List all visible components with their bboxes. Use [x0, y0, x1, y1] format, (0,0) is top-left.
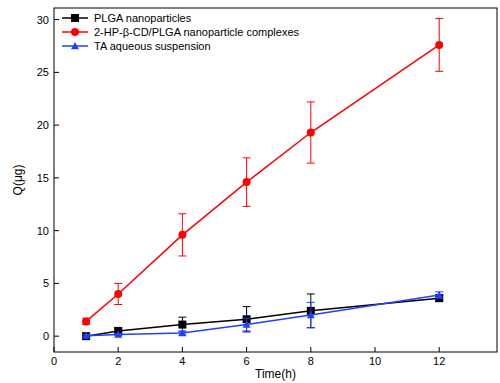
error-bar	[435, 292, 443, 298]
y-tick	[54, 230, 59, 231]
chart: 0 2 4 6 8 10 12 0 5 10 15 20 25 30 Time(h) Q(μg) PLGA na…	[0, 0, 500, 383]
legend: PLGA nanoparticles 2-HP-β-CD/PLGA nanopar…	[62, 12, 300, 52]
y-tick-label: 15	[37, 172, 49, 184]
y-tick	[54, 19, 59, 20]
legend-marker	[71, 28, 79, 36]
x-tick	[118, 347, 119, 352]
data-point	[178, 321, 186, 329]
error-bar	[243, 318, 251, 331]
data-point	[243, 178, 251, 186]
series-line	[86, 295, 439, 336]
y-axis-label: Q(μg)	[11, 165, 25, 196]
y-tick-label: 30	[37, 14, 49, 26]
x-tick	[182, 347, 183, 352]
error-bar	[178, 214, 186, 256]
data-point	[114, 290, 122, 298]
x-axis-label: Time(h)	[255, 367, 296, 381]
error-bar	[114, 283, 122, 304]
x-tick	[54, 347, 55, 352]
x-tick-label: 8	[308, 355, 314, 367]
error-bar	[435, 19, 443, 72]
x-tick-label: 10	[369, 355, 381, 367]
x-tick	[246, 347, 247, 352]
x-tick-label: 0	[51, 355, 57, 367]
y-tick	[54, 125, 59, 126]
y-tick-label: 25	[37, 66, 49, 78]
data-point	[435, 41, 443, 49]
legend-marker	[71, 42, 79, 49]
legend-label: TA aqueous suspension	[94, 40, 211, 52]
legend-label: 2-HP-β-CD/PLGA nanoparticle complexes	[94, 26, 300, 38]
x-tick-label: 2	[115, 355, 121, 367]
data-point	[178, 329, 186, 336]
data-point	[82, 332, 90, 339]
data-point	[435, 291, 443, 298]
error-bar	[307, 302, 315, 327]
y-tick-label: 20	[37, 119, 49, 131]
y-tick-label: 0	[43, 330, 49, 342]
y-tick	[54, 72, 59, 73]
legend-marker	[71, 14, 79, 22]
y-tick-label: 10	[37, 225, 49, 237]
error-bar	[307, 102, 315, 163]
series-line	[86, 45, 439, 321]
x-tick	[310, 347, 311, 352]
y-tick	[54, 283, 59, 284]
y-tick	[54, 336, 59, 337]
plot-frame	[54, 8, 497, 352]
x-tick-label: 6	[244, 355, 250, 367]
error-bar	[243, 158, 251, 207]
error-bar	[82, 318, 90, 324]
data-point	[178, 231, 186, 239]
x-tick	[439, 347, 440, 352]
data-point	[82, 317, 90, 325]
plot-marks	[82, 19, 443, 341]
error-bar	[307, 294, 315, 328]
error-bar	[243, 307, 251, 332]
data-point	[307, 129, 315, 137]
x-tick-label: 4	[179, 355, 185, 367]
data-point	[114, 331, 122, 338]
data-point	[307, 311, 315, 318]
legend-label: PLGA nanoparticles	[94, 12, 192, 24]
data-point	[243, 321, 251, 328]
x-tick-label: 12	[433, 355, 445, 367]
x-tick	[375, 347, 376, 352]
y-tick-label: 5	[43, 277, 49, 289]
y-tick	[54, 177, 59, 178]
